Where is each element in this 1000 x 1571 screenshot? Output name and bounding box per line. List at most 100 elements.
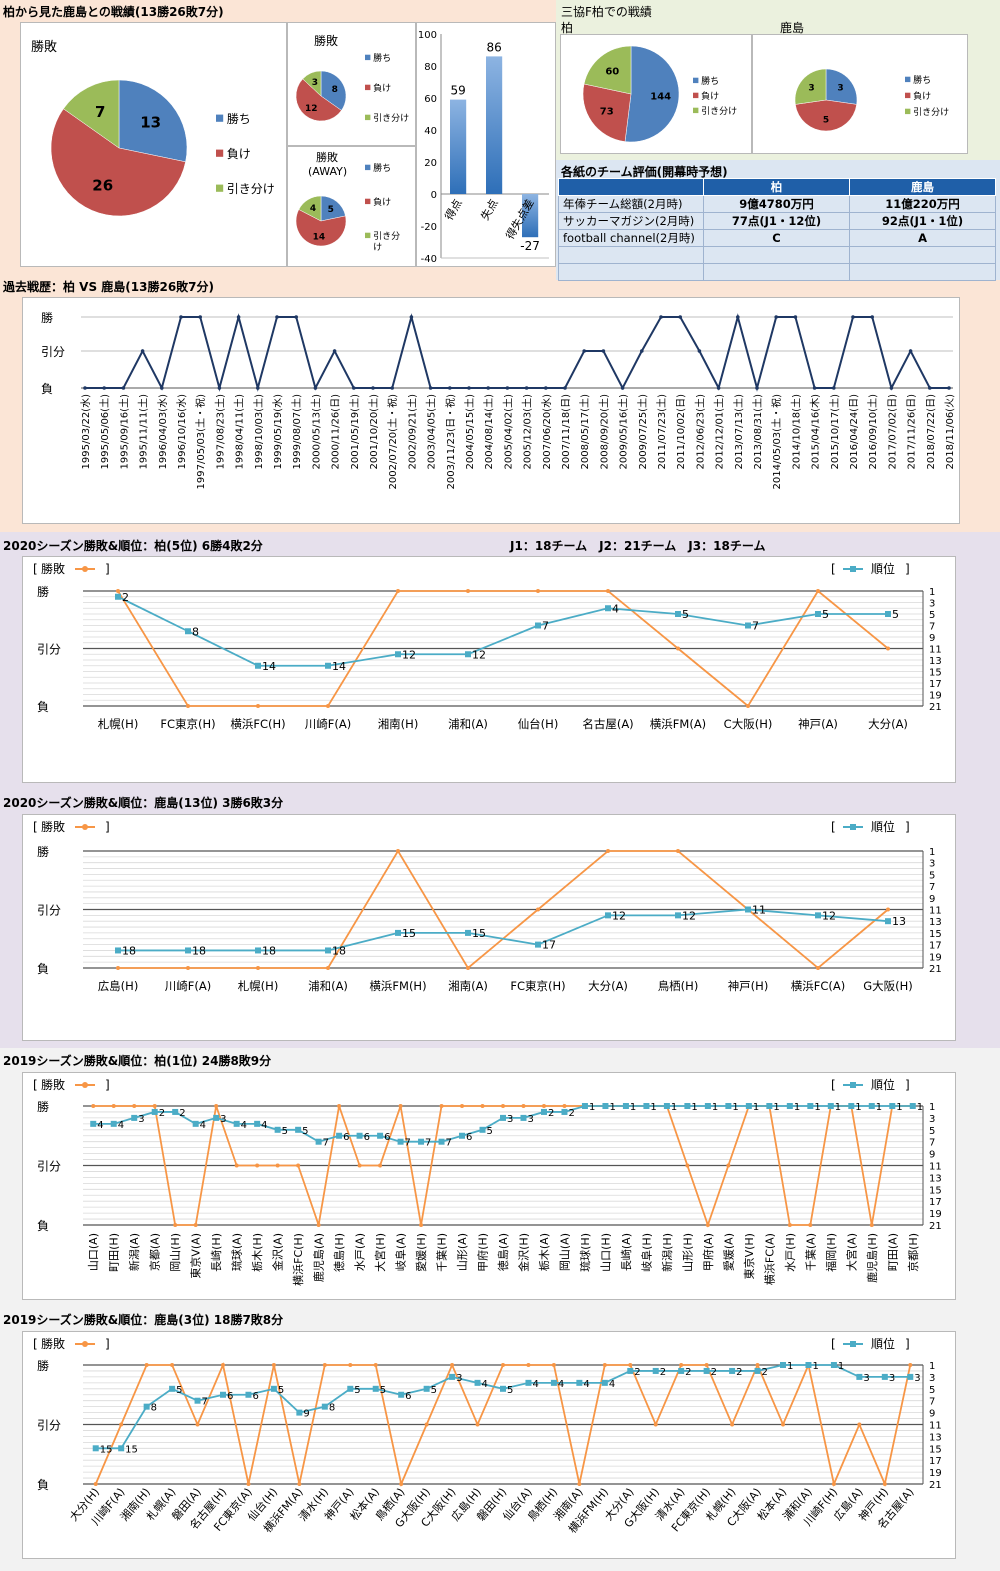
past-date-label: 2002/07/20(土・祝) xyxy=(386,394,399,490)
legend-label: 勝ち xyxy=(227,111,251,126)
rank-point xyxy=(745,622,751,629)
rank-point xyxy=(220,1391,226,1398)
past-point xyxy=(236,315,241,319)
past-date-label: 2007/06/20(水) xyxy=(541,394,553,470)
result-point xyxy=(704,1363,709,1367)
rank-value-label: 6 xyxy=(405,1391,411,1402)
rank-value-label: 2 xyxy=(736,1367,742,1378)
bar xyxy=(450,99,467,194)
rank-value-label: 1 xyxy=(794,1102,800,1113)
rank-value-label: 7 xyxy=(425,1138,431,1149)
legend-swatch xyxy=(216,184,224,192)
pie-home-box: 勝敗 8 12 3 勝ち 負け 引き分け xyxy=(287,22,416,146)
rank-tick-label: 13 xyxy=(929,917,942,928)
rank-point xyxy=(110,1120,117,1127)
result-point xyxy=(214,1104,219,1108)
legend-label: 負け xyxy=(913,90,931,102)
evaluation-row-label: サッカーマガジン(2月時) xyxy=(558,212,704,230)
result-point xyxy=(882,1482,887,1486)
match-label: 東京V(A) xyxy=(189,1233,203,1279)
evaluation-cell: C xyxy=(702,229,851,247)
rank-point xyxy=(325,947,331,954)
result-point xyxy=(116,966,120,970)
match-label: 岡山(H) xyxy=(169,1233,182,1272)
evaluation-header-blank xyxy=(558,178,704,196)
rank-point xyxy=(678,1367,685,1374)
rank-point xyxy=(254,1120,261,1127)
rank-point xyxy=(745,1103,752,1109)
rank-value-label: 7 xyxy=(446,1138,452,1149)
legend-rank-label: 順位 xyxy=(871,561,895,576)
rank-value-label: 3 xyxy=(220,1114,226,1125)
rank-tick-label: 1 xyxy=(929,1102,935,1113)
past-point xyxy=(774,315,778,319)
legend-rank-marker xyxy=(850,1082,856,1088)
result-point xyxy=(221,1363,225,1367)
rank-point xyxy=(520,1114,527,1121)
legend-result-marker xyxy=(82,566,88,572)
s2019-kashiwa-title: 2019シーズン勝敗&順位：柏(1位) 24勝8敗9分 xyxy=(3,1054,272,1068)
result-ylabel: 勝 xyxy=(37,1099,49,1114)
result-point xyxy=(628,1363,633,1367)
rank-point xyxy=(830,1362,837,1368)
rank-point xyxy=(397,1138,404,1145)
legend-result-label: 勝敗 xyxy=(41,561,65,576)
rank-value-label: 7 xyxy=(202,1397,208,1408)
bar-ytick: 60 xyxy=(424,94,437,105)
pie-slice-label: 4 xyxy=(310,204,316,214)
rank-point xyxy=(889,1103,896,1109)
rank-point xyxy=(315,1138,322,1145)
s2020-kashiwa-title: 2020シーズン勝敗&順位：柏(5位) 6勝4敗2分 xyxy=(3,539,263,553)
pie-slice-label: 5 xyxy=(823,115,829,125)
legend-bracket: [ xyxy=(33,1337,38,1351)
rank-tick-label: 5 xyxy=(929,610,935,621)
pie-slice-label: 73 xyxy=(600,107,614,118)
rank-value-label: 18 xyxy=(122,944,136,957)
rank-point xyxy=(786,1103,793,1109)
rank-value-label: 14 xyxy=(332,660,346,673)
past-point xyxy=(620,386,625,390)
rank-value-label: 2 xyxy=(762,1367,768,1378)
past-date-label: 1999/08/07(土) xyxy=(290,394,303,470)
legend-label: 負け xyxy=(373,196,391,208)
mitsukyo-kashiwa-label: 柏 xyxy=(561,21,574,35)
match-label: 札幌(H) xyxy=(238,979,279,993)
result-ylabel: 勝 xyxy=(37,844,49,859)
past-date-label: 2015/04/16(木) xyxy=(810,394,822,470)
evaluation-header-kashiwa: 柏 xyxy=(702,178,851,196)
match-label: 大宮(A) xyxy=(844,1233,858,1271)
past-date-label: 1996/04/03(水) xyxy=(157,394,169,470)
match-label: 大宮(H) xyxy=(373,1233,387,1272)
rank-tick-label: 15 xyxy=(929,929,942,940)
past-date-label: 2002/09/21(土) xyxy=(405,394,418,470)
pie-slice-draw xyxy=(583,45,632,95)
legend-bracket: ] xyxy=(905,1078,910,1092)
rank-value-label: 2 xyxy=(548,1108,554,1119)
rank-point xyxy=(213,1114,220,1121)
rank-point xyxy=(868,1103,875,1109)
rank-value-label: 17 xyxy=(542,939,556,952)
match-label: 徳島(H) xyxy=(332,1233,346,1272)
pie-slice-loss xyxy=(795,99,857,132)
rank-point xyxy=(151,1108,158,1115)
bar-ytick: 40 xyxy=(424,126,437,137)
league-size-note: J1：18チーム J2：21チーム J3：18チーム xyxy=(510,539,766,553)
rank-value-label: 3 xyxy=(456,1373,462,1384)
pie-title: 勝敗 xyxy=(31,40,57,55)
result-point xyxy=(536,907,540,912)
legend-rank-label: 順位 xyxy=(871,1077,895,1092)
past-point xyxy=(851,315,855,319)
past-point xyxy=(409,315,414,319)
past-date-label: 1995/05/06(土) xyxy=(98,394,111,470)
rank-point xyxy=(663,1103,670,1109)
rank-tick-label: 15 xyxy=(929,1185,942,1196)
rank-value-label: 6 xyxy=(227,1391,233,1402)
rank-value-label: 1 xyxy=(671,1102,677,1113)
legend-label: 引き分 xyxy=(373,231,400,242)
past-date-label: 1995/11/11(土) xyxy=(137,394,150,470)
rank-value-label: 1 xyxy=(589,1102,595,1113)
rank-value-label: 5 xyxy=(507,1385,513,1396)
legend-label: 勝ち xyxy=(913,74,931,86)
past-point xyxy=(812,386,817,390)
bar-box: 100 80 60 40 20 0 -20 -40 59 得点 86 失点 -27 得失点差 xyxy=(416,22,556,267)
